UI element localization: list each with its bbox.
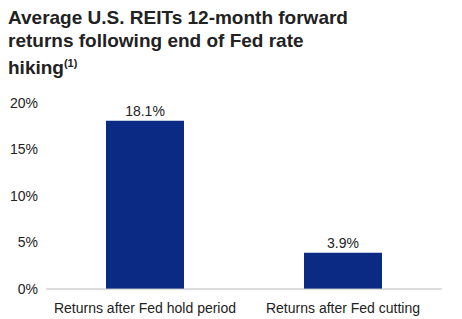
svg-text:15%: 15% <box>10 142 38 158</box>
svg-text:18.1%: 18.1% <box>125 103 165 119</box>
svg-text:0%: 0% <box>18 281 38 297</box>
svg-text:3.9%: 3.9% <box>327 235 359 251</box>
svg-text:5%: 5% <box>18 235 38 251</box>
svg-text:Returns after Fed cuttingperio: Returns after Fed cuttingperiod begins <box>266 300 420 319</box>
svg-text:20%: 20% <box>10 95 38 111</box>
html-text:Average U.S. REITs 12-month fo: Average U.S. REITs 12-month forward retu… <box>8 7 348 79</box>
svg-text:10%: 10% <box>10 188 38 204</box>
svg-text:Returns after Fed hold periodb: Returns after Fed hold periodbegins <box>54 300 236 319</box>
